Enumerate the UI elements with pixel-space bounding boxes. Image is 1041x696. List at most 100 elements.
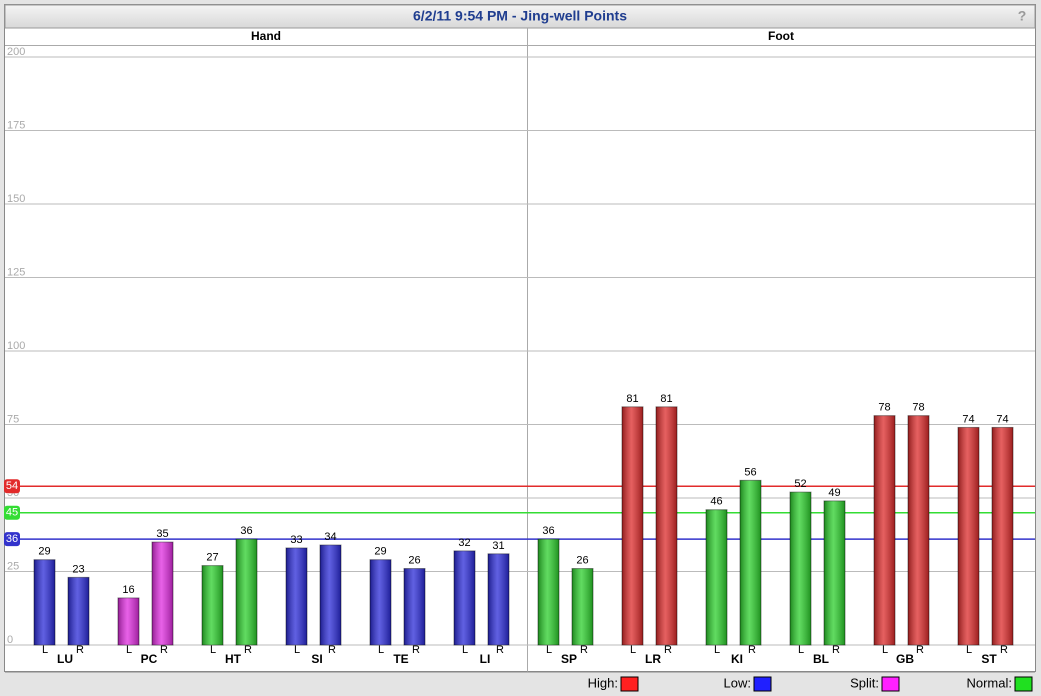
value-label: 32 [458,537,470,549]
title-bar [4,4,1036,29]
value-label: 74 [962,413,974,425]
legend-swatch [881,676,900,692]
side-label: L [798,644,804,656]
reference-badge [4,532,20,547]
value-label: 74 [996,413,1008,425]
x-tick-label: KI [731,652,743,666]
side-label: R [76,644,84,656]
bar-shine [908,415,929,645]
side-label: L [630,644,636,656]
y-tick-label: 25 [7,560,19,572]
bar-shine [572,568,593,645]
value-label: 34 [324,531,336,543]
legend-label: Low: [724,675,751,690]
x-tick-label: TE [393,652,408,666]
bar-shine [824,500,845,645]
x-tick-label: LU [57,652,73,666]
section-header: Foot [768,29,794,43]
x-tick-label: LR [645,652,661,666]
side-label: R [328,644,336,656]
bar-shine [320,545,341,645]
side-label: L [378,644,384,656]
y-tick-label: 125 [7,266,25,278]
x-tick-label: GB [896,652,914,666]
value-label: 81 [626,393,638,405]
x-tick-label: SI [311,652,322,666]
value-label: 46 [710,496,722,508]
value-label: 31 [492,540,504,552]
value-label: 49 [828,487,840,499]
side-label: R [160,644,168,656]
bar-shine [874,415,895,645]
value-label: 36 [240,525,252,537]
side-label: L [546,644,552,656]
side-label: R [916,644,924,656]
value-label: 29 [374,546,386,558]
bar-shine [370,559,391,645]
bar-shine [790,492,811,645]
y-tick-label: 150 [7,193,25,205]
side-label: R [748,644,756,656]
bar-shine [118,597,139,645]
help-button[interactable]: ? [1018,8,1027,24]
bar-shine [454,550,475,645]
value-label: 78 [878,402,890,414]
y-tick-label: 175 [7,119,25,131]
side-label: L [714,644,720,656]
x-tick-label: LI [480,652,491,666]
legend-label: Normal: [966,675,1012,690]
bar-shine [202,565,223,645]
value-label: 78 [912,402,924,414]
y-tick-label: 200 [7,46,25,58]
value-label: 36 [542,525,554,537]
value-label: 23 [72,563,84,575]
legend-label: Split: [850,675,879,690]
legend-label: High: [588,675,618,690]
value-label: 26 [408,554,420,566]
side-label: R [832,644,840,656]
bar-shine [236,539,257,645]
bar-shine [740,480,761,645]
side-label: R [496,644,504,656]
reference-label: 45 [6,507,18,519]
side-label: L [42,644,48,656]
side-label: R [412,644,420,656]
side-label: L [882,644,888,656]
side-label: L [966,644,972,656]
y-tick-label: 0 [7,634,13,646]
value-label: 52 [794,478,806,490]
bar-shine [286,547,307,645]
value-label: 33 [290,534,302,546]
value-label: 16 [122,584,134,596]
bar-shine [958,427,979,645]
bar-shine [404,568,425,645]
x-tick-label: SP [561,652,577,666]
bar-shine [622,406,643,645]
value-label: 27 [206,552,218,564]
bar-shine [706,509,727,645]
chart-title: 6/2/11 9:54 PM - Jing-well Points [413,8,627,24]
side-label: R [1000,644,1008,656]
value-label: 35 [156,528,168,540]
reference-badge [4,505,20,520]
section-header: Hand [251,29,281,43]
bar-shine [68,577,89,645]
value-label: 56 [744,466,756,478]
side-label: L [126,644,132,656]
side-label: L [210,644,216,656]
reference-badge [4,479,20,494]
x-tick-label: HT [225,652,242,666]
x-tick-label: PC [141,652,158,666]
side-label: R [244,644,252,656]
value-label: 26 [576,554,588,566]
panel [4,4,1036,672]
side-label: R [664,644,672,656]
legend-swatch [1014,676,1033,692]
reference-label: 36 [6,533,18,545]
legend-swatch [620,676,639,692]
x-tick-label: ST [981,652,997,666]
y-tick-label: 75 [7,413,19,425]
bar-shine [488,553,509,645]
reference-label: 54 [6,480,18,492]
side-label: L [294,644,300,656]
